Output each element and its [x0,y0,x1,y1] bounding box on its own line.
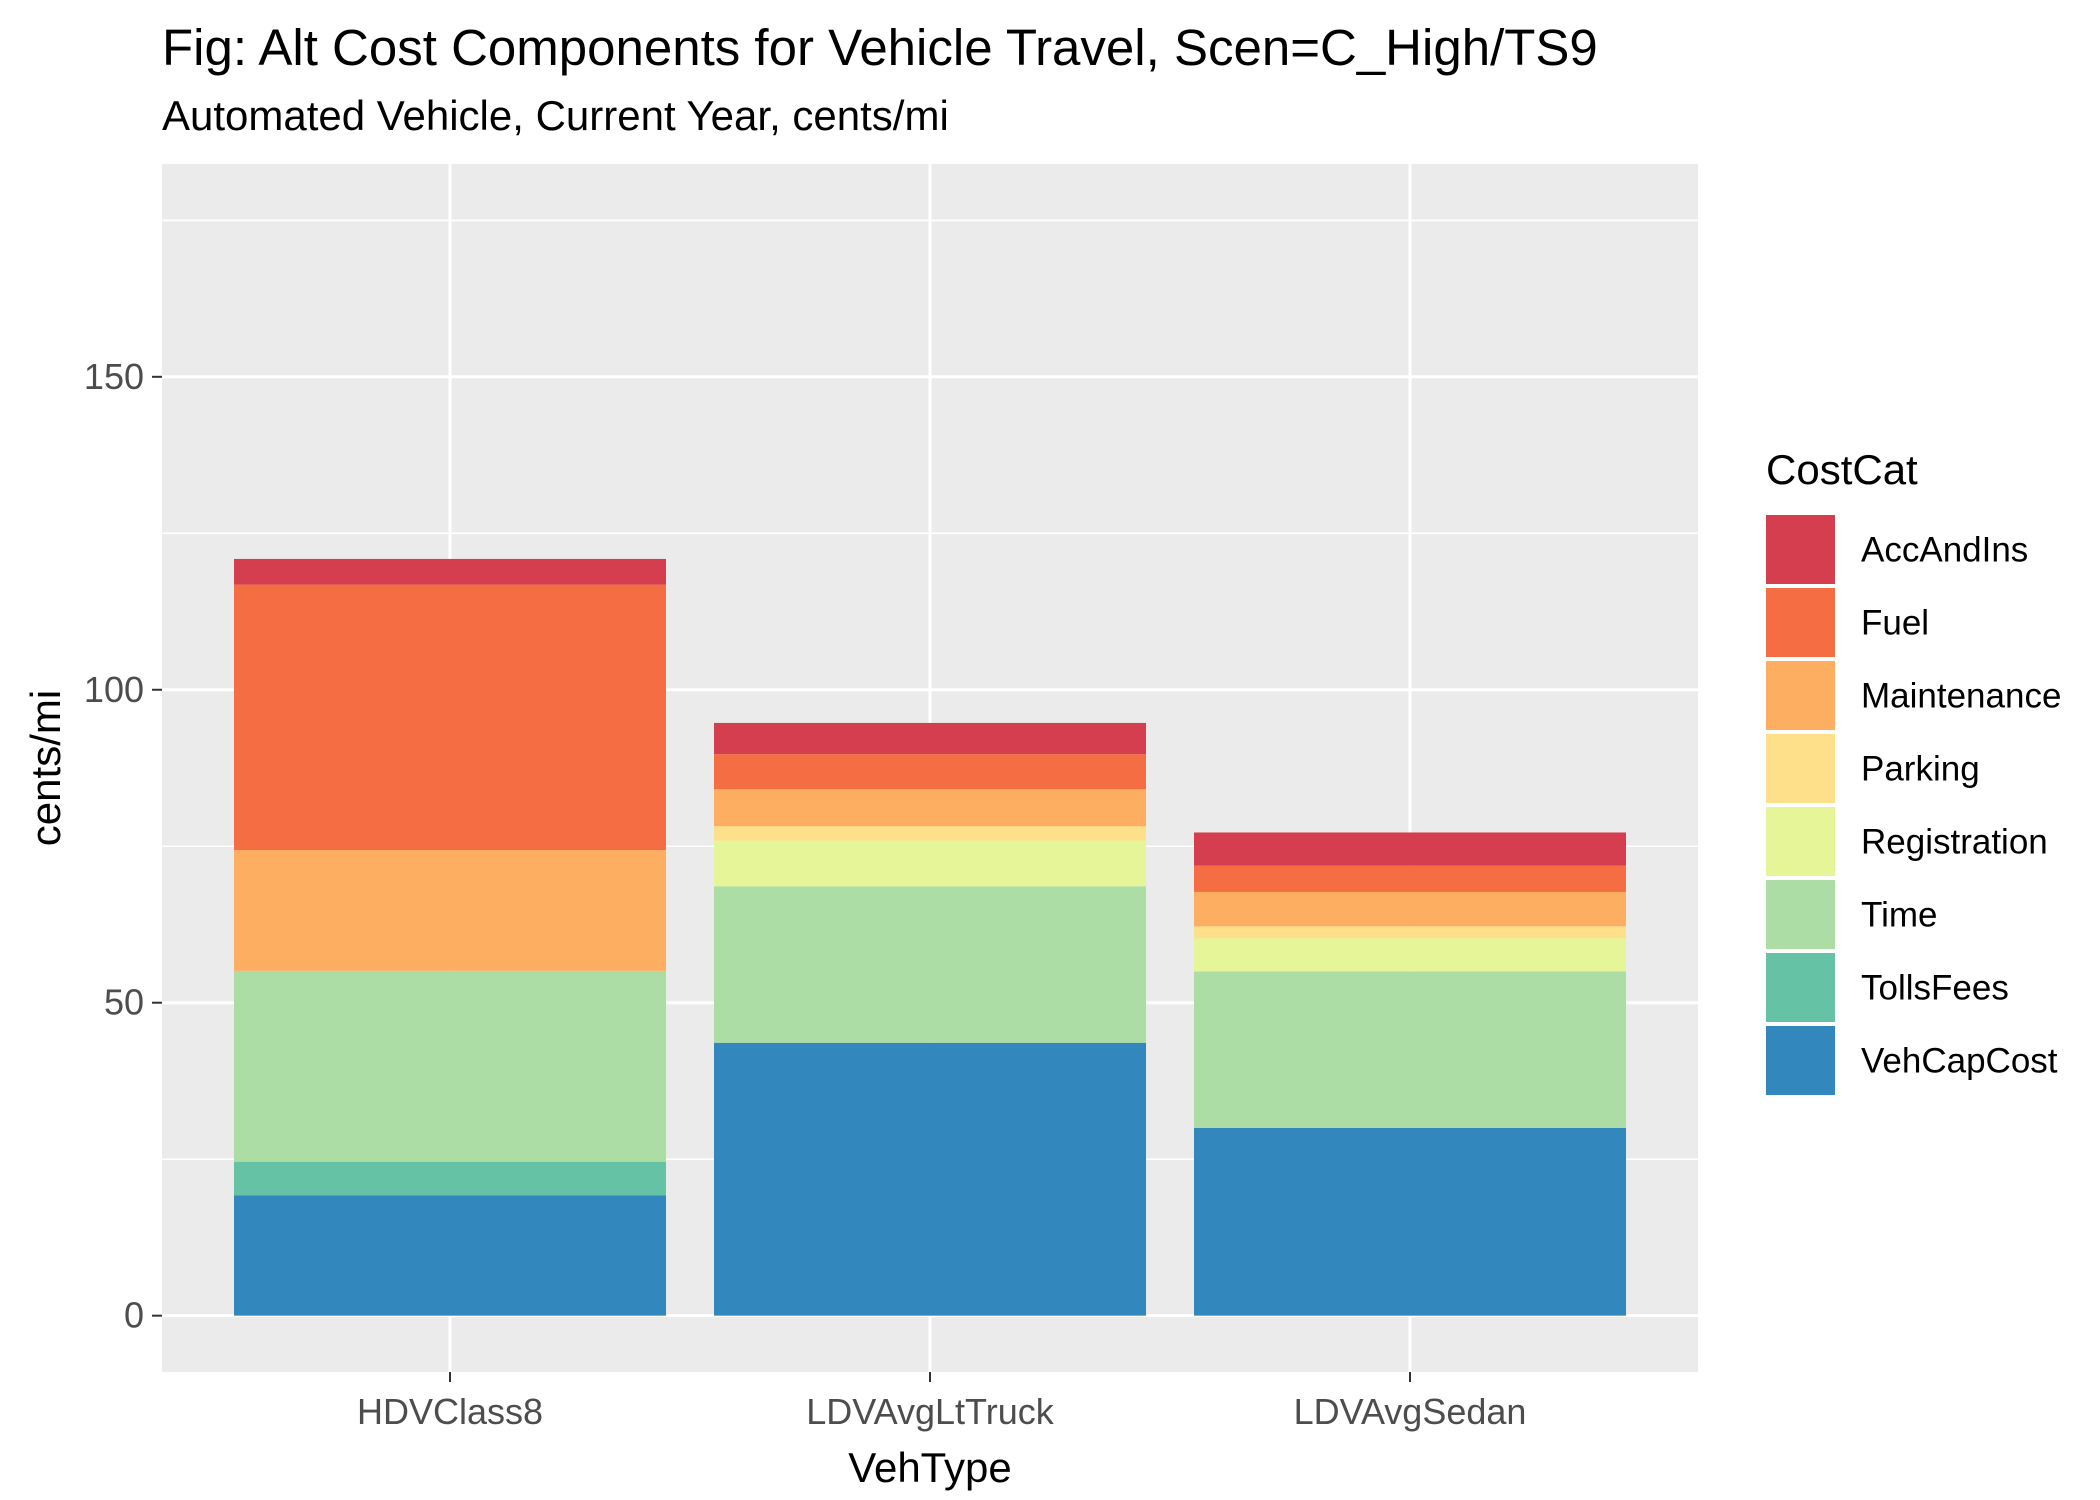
bar-segment [1194,1127,1626,1316]
bar-segment [234,970,666,1162]
legend-label: TollsFees [1861,969,2009,1008]
legend-key [1766,588,1835,657]
bar-segment [234,849,666,971]
bar-segment [1194,971,1626,1128]
bar-segment [714,826,1146,841]
x-tick-label: LDVAvgLtTruck [806,1391,1054,1432]
bar-segment [1194,891,1626,927]
bar-segment [714,1042,1146,1316]
x-axis: HDVClass8 LDVAvgLtTruck LDVAvgSedan [357,1372,1526,1432]
bar-segment [714,754,1146,790]
legend-label: Parking [1861,750,1980,789]
bar-segment [714,722,1146,755]
legend-key [1766,734,1835,803]
y-axis-title: cents/mi [22,690,69,846]
legend-key [1766,953,1835,1022]
y-tick-label: 100 [84,669,144,710]
y-tick-label: 50 [104,982,144,1023]
y-tick-label: 150 [84,356,144,397]
legend-label: Maintenance [1861,677,2061,716]
legend: CostCat AccAndIns Fuel Maintenance Parking R… [1766,446,2061,1095]
y-axis: 0 50 100 150 [84,356,162,1336]
bar-segment [714,886,1146,1043]
legend-label: AccAndIns [1861,531,2028,570]
legend-title: CostCat [1766,446,1918,493]
chart-title: Fig: Alt Cost Components for Vehicle Tra… [162,19,1598,76]
legend-label: Fuel [1861,604,1929,643]
legend-label: VehCapCost [1861,1042,2058,1081]
bar-segment [1194,832,1626,866]
bar-segment [714,789,1146,827]
y-tick-label: 0 [124,1295,144,1336]
x-axis-title: VehType [848,1444,1011,1491]
bar-segment [234,1195,666,1316]
x-tick-label: LDVAvgSedan [1294,1391,1527,1432]
bar-segment [1194,926,1626,939]
bar-segment [1194,938,1626,972]
legend-key [1766,807,1835,876]
legend-key [1766,661,1835,730]
legend-key [1766,515,1835,584]
bar-segment [234,1161,666,1196]
legend-label: Time [1861,896,1937,935]
legend-label: Registration [1861,823,2048,862]
bar-segment [234,584,666,850]
chart-subtitle: Automated Vehicle, Current Year, cents/m… [162,92,949,139]
legend-key [1766,880,1835,949]
bar-segment [234,558,666,585]
bars-group [234,558,1626,1316]
x-tick-label: HDVClass8 [357,1391,543,1432]
legend-key [1766,1026,1835,1095]
bar-segment [1194,865,1626,892]
bar-segment [714,840,1146,887]
